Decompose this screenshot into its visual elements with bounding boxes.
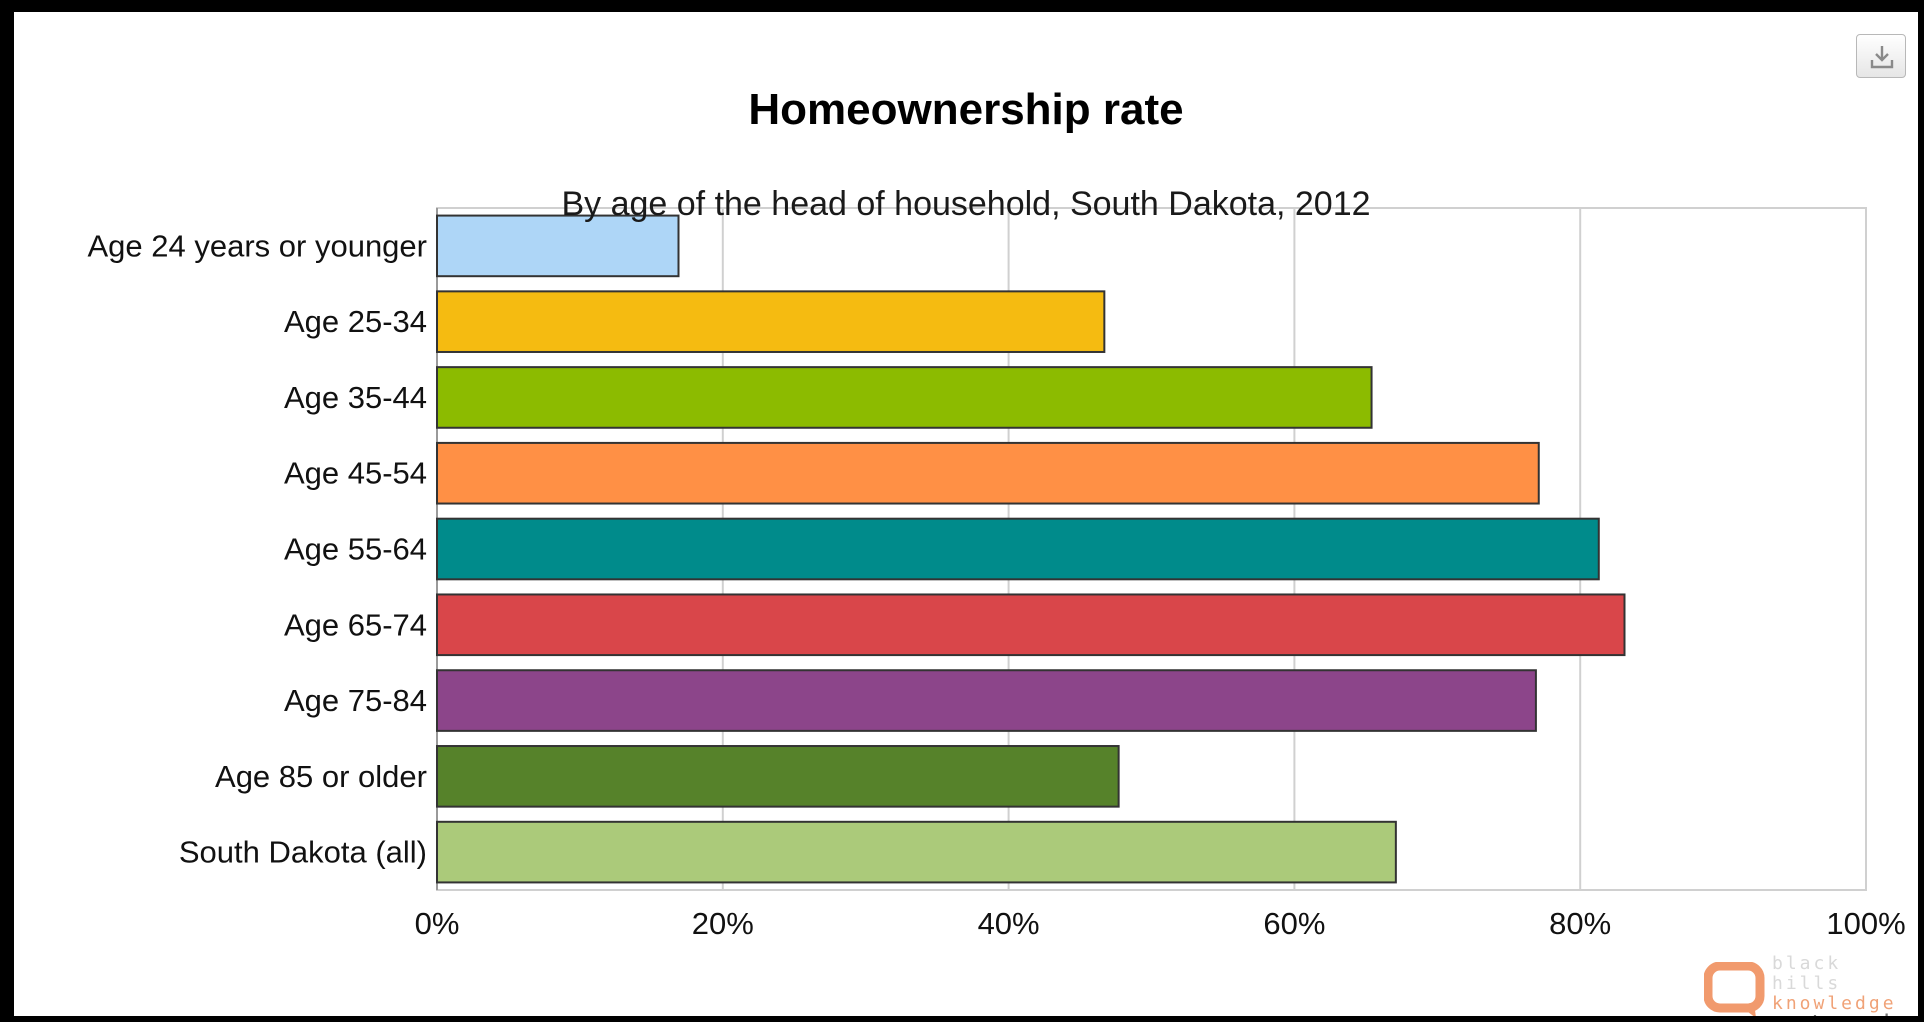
x-tick-label: 80% (1549, 906, 1611, 941)
category-label: Age 55-64 (284, 532, 427, 567)
logo-line-3: network (1772, 1012, 1918, 1016)
x-tick-label: 0% (415, 906, 460, 941)
logo: black hills knowledge network (1704, 954, 1918, 1016)
download-button[interactable] (1856, 34, 1906, 78)
bar[interactable] (436, 820, 1397, 884)
category-label: South Dakota (all) (179, 835, 427, 870)
category-labels: Age 24 years or younger Age 25-34 Age 35-4… (88, 228, 428, 869)
category-label: Age 65-74 (284, 607, 427, 642)
category-label: Age 85 or older (215, 759, 427, 794)
logo-text: black hills knowledge network (1772, 953, 1918, 1017)
x-tick-label: 40% (978, 906, 1040, 941)
bar[interactable] (436, 441, 1540, 505)
category-label: Age 35-44 (284, 380, 427, 415)
logo-line-1: black hills (1772, 953, 1842, 994)
chart-title: Homeownership rate (748, 85, 1184, 134)
speech-bubble-icon (1704, 962, 1765, 1016)
bar[interactable] (436, 745, 1120, 808)
logo-line-2: knowledge (1772, 993, 1897, 1014)
bar[interactable] (436, 593, 1626, 657)
x-tick-label: 20% (692, 906, 754, 941)
x-tick-label: 100% (1826, 906, 1905, 941)
category-label: Age 25-34 (284, 304, 427, 339)
x-tick-label: 60% (1263, 906, 1325, 941)
bar[interactable] (436, 669, 1537, 732)
category-label: Age 75-84 (284, 683, 427, 718)
bar[interactable] (436, 290, 1106, 353)
bar-chart: Age 24 years or younger Age 25-34 Age 35-4… (88, 207, 1906, 941)
bars (436, 214, 1626, 884)
download-icon (1870, 46, 1894, 69)
bar[interactable] (436, 517, 1600, 581)
chart-frame: Homeownership rate By age of the head of… (14, 12, 1918, 1016)
chart-subtitle: By age of the head of household, South D… (561, 185, 1371, 223)
category-label: Age 24 years or younger (88, 228, 428, 263)
category-label: Age 45-54 (284, 456, 427, 491)
x-tick-labels: 0% 20% 40% 60% 80% 100% (415, 906, 1906, 941)
bar[interactable] (436, 214, 680, 278)
bar[interactable] (436, 366, 1373, 429)
